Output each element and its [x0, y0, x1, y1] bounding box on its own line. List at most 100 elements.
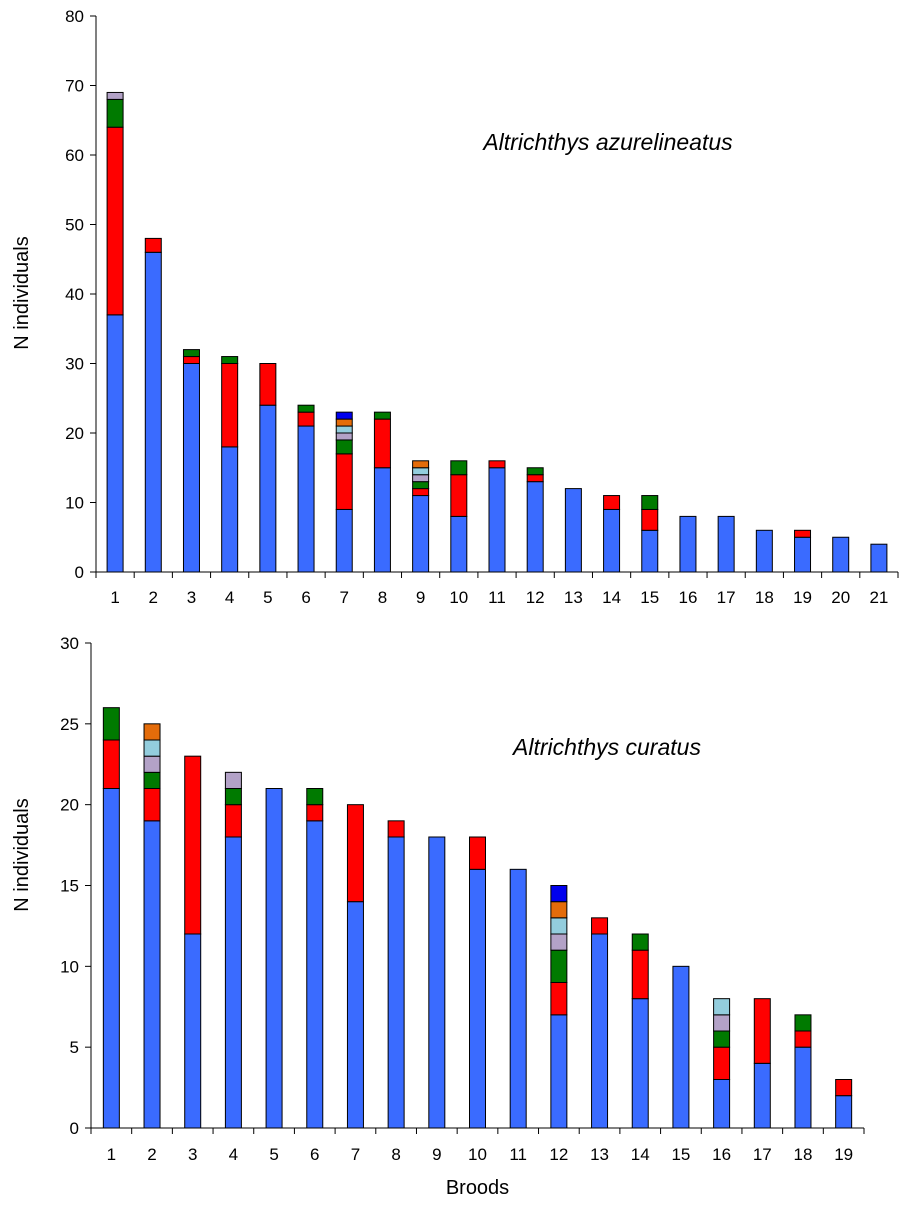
bottom-bar-12-segment-1: [550, 1014, 568, 1129]
top-x-tick-label: 5: [263, 588, 272, 607]
bottom-bar-1-segment-2: [102, 739, 120, 789]
bottom-bar-12-segment-4: [550, 933, 568, 951]
bottom-bar-12-segment-2: [550, 982, 568, 1016]
top-x-tick-label: 3: [187, 588, 196, 607]
bottom-bar-7-segment-2: [346, 804, 364, 903]
bottom-bar-18-segment-2: [794, 1030, 812, 1048]
bottom-y-axis-title: N individuals: [11, 798, 33, 911]
bottom-bar-10-segment-2: [469, 836, 486, 870]
top-bar-1-segment-1: [106, 314, 124, 573]
bottom-y-tick-label: 30: [60, 634, 79, 653]
bottom-x-tick-label: 14: [631, 1145, 650, 1164]
bottom-y-tick-label: 0: [70, 1119, 79, 1138]
top-x-tick-label: 16: [678, 588, 697, 607]
bottom-x-tick-label: 2: [147, 1145, 156, 1164]
top-bar-12-segment-2: [526, 474, 544, 483]
bottom-bar-16-segment-3: [713, 1030, 731, 1048]
top-bar-16-segment-1: [679, 515, 697, 573]
top-bar-14-segment-2: [603, 495, 621, 510]
bottom-x-tick-label: 10: [468, 1145, 487, 1164]
bottom-x-axis-title: Broods: [446, 1177, 509, 1199]
bottom-x-tick-label: 16: [712, 1145, 731, 1164]
top-chart-title: Altrichthys azurelineatus: [481, 129, 733, 155]
top-bar-8-segment-3: [373, 411, 391, 420]
top-y-tick-label: 70: [65, 77, 84, 96]
top-bar-7-segment-5: [335, 425, 353, 434]
top-bar-9-segment-3: [412, 481, 430, 490]
top-bar-9-segment-2: [412, 488, 430, 497]
bottom-y-tick-label: 25: [60, 715, 79, 734]
top-bar-2-segment-1: [144, 251, 162, 573]
top-bar-4-segment-1: [221, 446, 239, 573]
top-bar-21-segment-1: [870, 543, 888, 573]
top-bar-7-segment-2: [335, 453, 353, 510]
top-bar-9-segment-5: [412, 467, 430, 476]
bottom-bar-15-segment-1: [672, 965, 690, 1129]
bottom-x-tick-label: 1: [107, 1145, 116, 1164]
top-bar-15-segment-3: [641, 495, 659, 510]
top-y-tick-label: 60: [65, 146, 84, 165]
top-bar-18-segment-1: [755, 529, 773, 573]
top-x-tick-label: 20: [831, 588, 850, 607]
top-x-tick-label: 11: [488, 588, 506, 607]
bottom-x-tick-label: 19: [834, 1145, 853, 1164]
bottom-bar-19-segment-2: [835, 1079, 853, 1097]
top-bar-8-segment-1: [373, 467, 391, 573]
bottom-bar-16-segment-4: [713, 1014, 731, 1032]
top-bar-20-segment-1: [832, 536, 850, 573]
top-x-tick-label: 4: [225, 588, 234, 607]
top-x-tick-label: 15: [640, 588, 659, 607]
top-bar-11-segment-2: [488, 460, 506, 469]
bottom-bar-19-segment-1: [835, 1095, 853, 1129]
top-bar-10-segment-3: [450, 460, 468, 476]
top-bar-4-segment-3: [221, 356, 239, 364]
bottom-bar-18-segment-1: [794, 1046, 812, 1129]
bottom-bar-2-segment-5: [143, 739, 161, 757]
top-bar-13-segment-1: [564, 488, 582, 573]
top-bar-15-segment-1: [641, 529, 659, 573]
top-y-tick-label: 20: [65, 424, 84, 443]
top-bar-5-segment-2: [259, 363, 277, 406]
bottom-bar-10-segment-1: [469, 868, 486, 1129]
top-bar-15-segment-2: [641, 508, 659, 531]
top-bar-3-segment-3: [182, 349, 200, 358]
bottom-bar-5-segment-1: [265, 788, 283, 1129]
top-bar-7-segment-7: [335, 411, 353, 420]
bottom-bar-16-segment-2: [713, 1046, 731, 1080]
bottom-bar-7-segment-1: [346, 901, 364, 1129]
top-bar-6-segment-2: [297, 411, 315, 427]
bottom-x-tick-label: 11: [509, 1145, 527, 1164]
top-bar-9-segment-1: [412, 495, 430, 573]
bottom-bar-2-segment-3: [143, 771, 161, 789]
top-x-tick-label: 14: [602, 588, 621, 607]
bottom-bar-12-segment-6: [550, 901, 568, 919]
top-bar-14-segment-1: [603, 508, 621, 573]
top-x-tick-label: 21: [869, 588, 888, 607]
bottom-x-tick-label: 4: [229, 1145, 238, 1164]
top-bar-7-segment-3: [335, 439, 353, 455]
top-bar-2-segment-2: [144, 237, 162, 253]
bottom-y-tick-label: 15: [60, 877, 79, 896]
bottom-bar-9-segment-1: [428, 836, 446, 1129]
bottom-x-tick-label: 3: [188, 1145, 197, 1164]
top-bar-9-segment-6: [412, 460, 430, 469]
top-bar-19-segment-2: [794, 529, 812, 538]
top-bar-8-segment-2: [373, 418, 391, 469]
top-x-tick-label: 12: [526, 588, 545, 607]
top-bar-1-segment-3: [106, 98, 124, 128]
bottom-bar-14-segment-2: [631, 949, 649, 1000]
top-bar-7-segment-6: [335, 418, 353, 427]
bottom-bar-13-segment-2: [591, 917, 609, 935]
bottom-bar-12-segment-3: [550, 949, 568, 984]
bottom-bar-2-segment-1: [143, 820, 161, 1129]
bottom-bar-2-segment-2: [143, 788, 161, 822]
top-y-tick-label: 10: [65, 494, 84, 513]
bottom-chart-title: Altrichthys curatus: [511, 734, 701, 760]
top-y-tick-label: 80: [65, 7, 84, 26]
bottom-bar-14-segment-3: [631, 933, 649, 951]
top-x-tick-label: 9: [416, 588, 425, 607]
top-x-tick-label: 7: [340, 588, 349, 607]
top-x-tick-label: 1: [110, 588, 119, 607]
